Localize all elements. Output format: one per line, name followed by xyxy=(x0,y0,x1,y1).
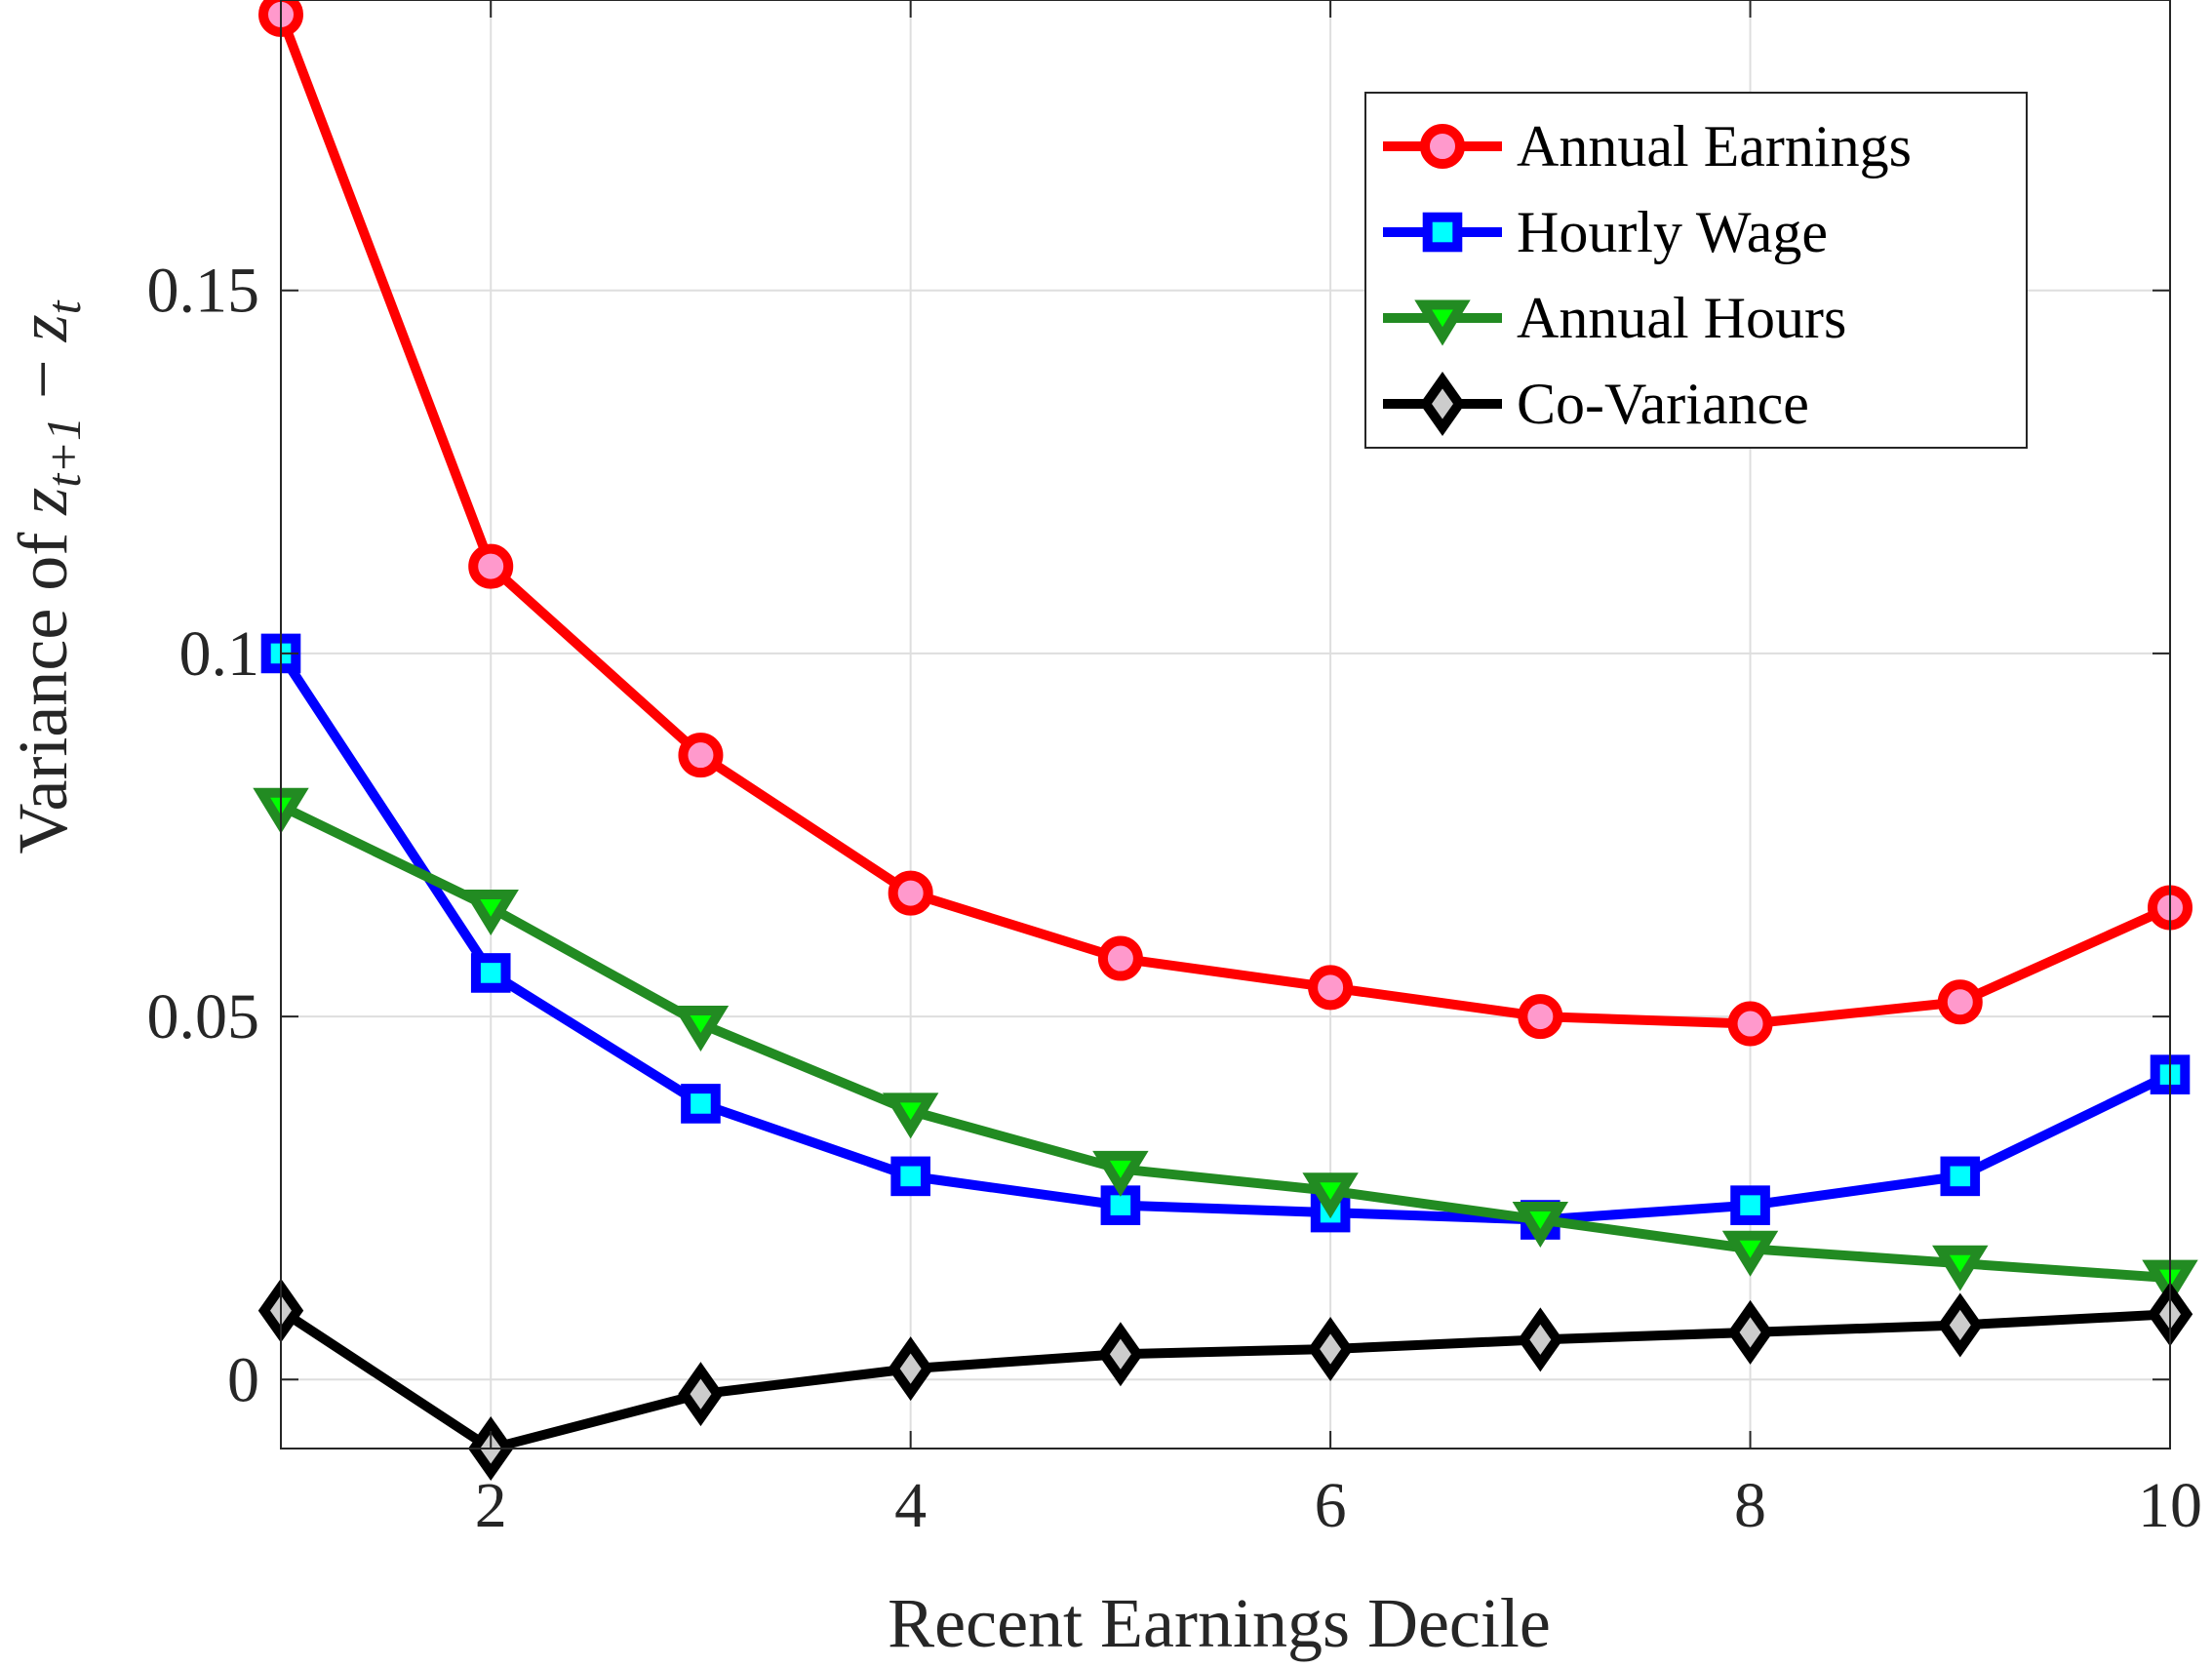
data-point xyxy=(462,889,519,935)
series-annual-hours xyxy=(253,787,2198,1306)
series-line xyxy=(276,9,2175,1029)
legend-entries: Annual Earnings Hourly Wage Annual Hours Co… xyxy=(1383,114,1912,436)
series-line xyxy=(276,801,2175,1284)
plot-area xyxy=(253,0,2198,1481)
data-point xyxy=(468,543,514,589)
data-point xyxy=(681,1084,721,1124)
legend-label: Annual Hours xyxy=(1517,286,1846,350)
data-point xyxy=(1097,935,1143,981)
legend-marker xyxy=(1420,124,1465,169)
y-axis-label-prefix: Variance of xyxy=(4,515,82,854)
x-tick-label: 6 xyxy=(1315,1470,1347,1541)
x-tick-label: 2 xyxy=(475,1470,507,1541)
legend-label: Hourly Wage xyxy=(1517,200,1828,264)
series-layer xyxy=(253,0,2198,1481)
legend-label: Annual Earnings xyxy=(1517,114,1912,179)
data-point xyxy=(678,733,724,778)
data-point xyxy=(1518,994,1563,1040)
y-tick-label: 0.05 xyxy=(147,981,260,1052)
data-point xyxy=(882,1092,939,1139)
legend-entry: Co-Variance xyxy=(1383,372,1809,436)
data-point xyxy=(672,1006,730,1052)
data-point xyxy=(1512,1202,1569,1249)
legend-marker xyxy=(1419,372,1466,436)
legend: Annual Earnings Hourly Wage Annual Hours Co… xyxy=(1364,92,2028,449)
data-point xyxy=(1940,1156,1981,1197)
data-point xyxy=(890,1156,930,1197)
legend-entry: Annual Hours xyxy=(1383,286,1846,350)
y-axis-label-z1: z xyxy=(4,488,82,516)
data-point xyxy=(1307,1317,1354,1382)
legend-label: Co-Variance xyxy=(1517,372,1809,436)
series-annual-earnings xyxy=(258,0,2192,1047)
x-tick-label: 4 xyxy=(894,1470,927,1541)
series-line xyxy=(276,648,2175,1225)
tick-labels: 2 4 6 8 10 0 0.05 0.1 0.15 xyxy=(147,256,2203,1541)
data-point xyxy=(1308,965,1354,1011)
data-point xyxy=(1302,1172,1359,1219)
legend-entry: Hourly Wage xyxy=(1383,200,1828,264)
y-axis-label-z2: z xyxy=(4,314,82,342)
data-point xyxy=(1727,1299,1773,1365)
legend-entry: Annual Earnings xyxy=(1383,114,1912,179)
y-axis-label-sub2: t xyxy=(36,299,91,314)
x-tick-label: 10 xyxy=(2138,1470,2202,1541)
legend-marker xyxy=(1422,212,1463,253)
series-line xyxy=(276,1305,2175,1453)
data-point xyxy=(1097,1322,1144,1387)
y-axis-label: Variance of zt+1 − zt xyxy=(4,299,91,854)
y-axis-label-minus: − xyxy=(4,341,82,417)
data-point xyxy=(1721,1230,1779,1277)
y-tick-label: 0 xyxy=(227,1344,259,1415)
y-tick-label: 0.1 xyxy=(179,618,260,690)
data-point xyxy=(1932,1245,1989,1291)
data-point xyxy=(1937,979,1983,1025)
data-point xyxy=(1727,1001,1773,1047)
data-point xyxy=(1518,1307,1563,1372)
data-point xyxy=(888,870,933,916)
data-point xyxy=(1730,1185,1770,1225)
x-axis-label: Recent Earnings Decile xyxy=(888,1584,1551,1662)
y-tick-label: 0.15 xyxy=(147,256,260,327)
legend-box xyxy=(1364,92,2028,449)
data-point xyxy=(888,1336,933,1402)
ticks xyxy=(281,0,2171,1449)
data-point xyxy=(1937,1292,1983,1358)
x-tick-label: 8 xyxy=(1734,1470,1766,1541)
data-point xyxy=(678,1362,724,1427)
y-axis-label-sub1: t+1 xyxy=(36,417,91,488)
axes-box xyxy=(280,0,2171,1450)
data-point xyxy=(1092,1150,1149,1197)
data-point xyxy=(470,953,511,993)
legend-marker xyxy=(1414,299,1471,346)
